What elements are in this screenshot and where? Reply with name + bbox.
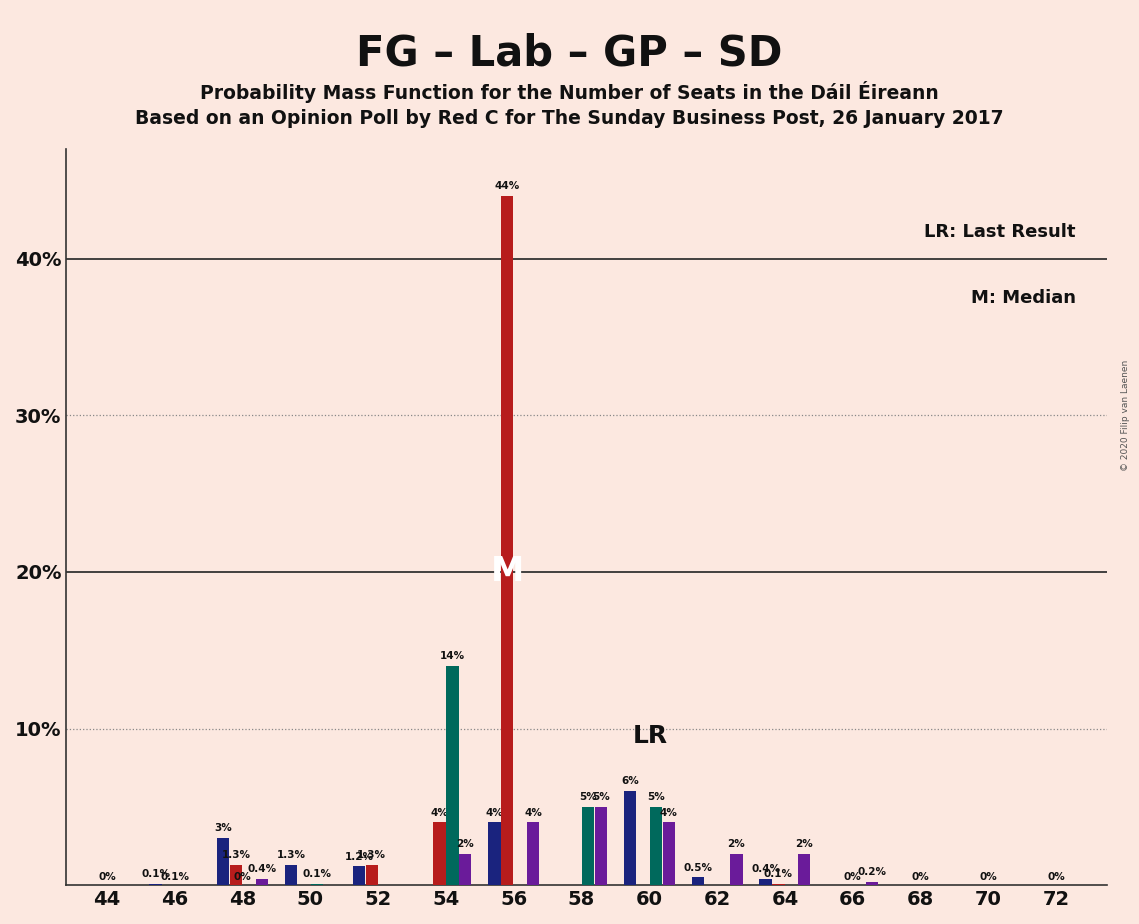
Bar [311,883,323,885]
Text: 1.2%: 1.2% [344,852,374,862]
Bar [434,822,445,885]
Text: Probability Mass Function for the Number of Seats in the Dáil Éireann: Probability Mass Function for the Number… [200,81,939,103]
Bar [772,883,785,885]
Text: 5%: 5% [579,792,597,802]
Text: 2%: 2% [728,839,745,849]
Bar [256,879,268,885]
Text: 44%: 44% [494,181,519,191]
Text: 0.2%: 0.2% [858,868,886,877]
Bar [798,854,810,885]
Bar [489,822,500,885]
Text: 0.1%: 0.1% [302,869,331,879]
Text: 5%: 5% [647,792,665,802]
Text: 4%: 4% [431,808,449,818]
Text: 0%: 0% [98,872,116,882]
Bar [760,879,772,885]
Text: LR: LR [632,724,667,748]
Bar [527,822,539,885]
Bar [285,865,297,885]
Bar [501,196,514,885]
Bar [446,666,459,885]
Bar [663,822,674,885]
Text: 4%: 4% [485,808,503,818]
Text: 5%: 5% [592,792,609,802]
Text: 0.1%: 0.1% [161,872,189,882]
Text: 4%: 4% [524,808,542,818]
Bar [582,807,595,885]
Text: 0%: 0% [233,872,252,882]
Text: 0%: 0% [911,872,929,882]
Text: M: Median: M: Median [970,289,1075,307]
Text: 0.1%: 0.1% [764,869,793,879]
Text: © 2020 Filip van Laenen: © 2020 Filip van Laenen [1121,360,1130,471]
Bar [624,791,637,885]
Bar [149,883,162,885]
Bar [459,854,472,885]
Bar [649,807,662,885]
Text: 3%: 3% [214,823,232,833]
Bar [595,807,607,885]
Bar [366,865,378,885]
Text: 0%: 0% [844,872,861,882]
Text: 2%: 2% [457,839,474,849]
Bar [218,838,229,885]
Text: 0.5%: 0.5% [683,863,712,872]
Text: 6%: 6% [621,776,639,786]
Text: 1.3%: 1.3% [222,850,251,860]
Bar [866,882,878,885]
Bar [730,854,743,885]
Text: 0.4%: 0.4% [751,864,780,874]
Text: 0%: 0% [1047,872,1065,882]
Text: M: M [491,555,524,589]
Text: LR: Last Result: LR: Last Result [924,223,1075,240]
Text: 14%: 14% [440,651,465,662]
Text: 0.4%: 0.4% [247,864,277,874]
Text: 0.1%: 0.1% [141,869,170,879]
Bar [691,877,704,885]
Text: Based on an Opinion Poll by Red C for The Sunday Business Post, 26 January 2017: Based on an Opinion Poll by Red C for Th… [136,109,1003,128]
Text: 2%: 2% [795,839,813,849]
Text: 0%: 0% [980,872,997,882]
Text: 4%: 4% [659,808,678,818]
Bar [353,867,364,885]
Bar [230,865,243,885]
Text: 1.3%: 1.3% [277,850,305,860]
Text: FG – Lab – GP – SD: FG – Lab – GP – SD [357,32,782,74]
Text: 1.3%: 1.3% [358,850,386,860]
